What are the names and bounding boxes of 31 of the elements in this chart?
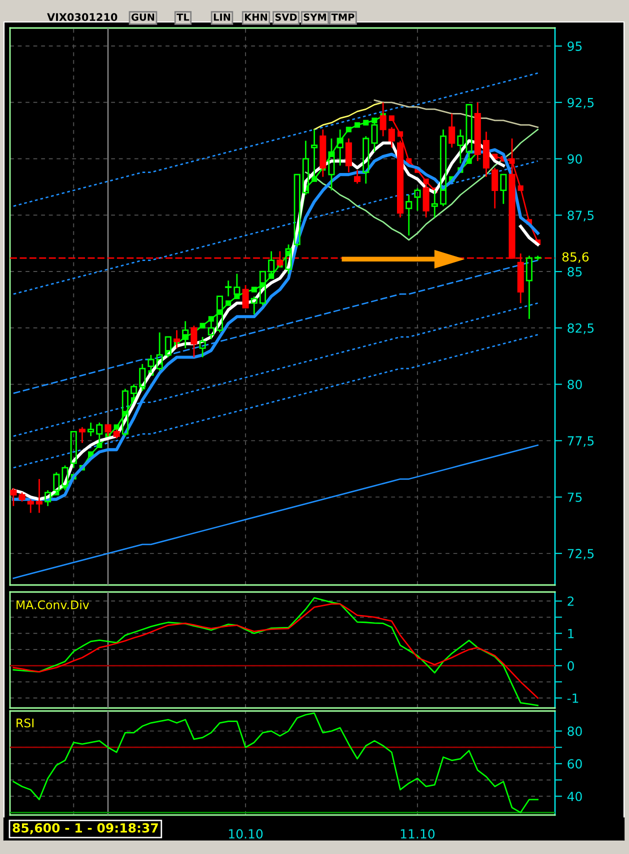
text: TMP [331, 14, 354, 21]
text: KHN [244, 14, 268, 21]
y-tick-label: 72,5 [568, 548, 594, 560]
y-tick-label: 87,5 [568, 210, 594, 222]
text: TL [176, 14, 190, 21]
y-tick-label: 60 [568, 759, 582, 769]
y-tick-label: 85 [568, 267, 582, 276]
text: SYM [304, 13, 326, 21]
text: GUN [131, 13, 154, 21]
y-tick-label: 40 [567, 792, 582, 802]
y-tick-label: 92,5 [568, 98, 594, 109]
y-tick-label: 75 [568, 492, 582, 502]
y-tick-label: 0 [568, 661, 574, 671]
text: RSI [16, 718, 34, 728]
y-tick-label: 2 [568, 596, 574, 606]
y-tick-label: 77,5 [568, 436, 594, 447]
y-tick-label: 90 [568, 154, 582, 164]
x-tick-label: 11.10 [400, 829, 435, 839]
y-tick-label: 80 [568, 380, 582, 390]
y-tick-label: 82,5 [568, 323, 594, 334]
x-tick-label: 10.10 [229, 829, 263, 839]
ref-line-label: 85,6 [562, 252, 589, 263]
y-tick-label: 95 [568, 42, 582, 51]
text: LIN [214, 14, 230, 21]
text: MA.Conv.Div [16, 600, 90, 610]
text: SVD [275, 13, 297, 21]
y-tick-label: 1 [568, 628, 574, 638]
y-tick-label: -1 [567, 694, 578, 703]
text: 85,600 - 1 - 09:18:37 [12, 823, 158, 834]
y-tick-label: 80 [568, 726, 582, 736]
chart-title: VIX0301210 [47, 13, 118, 22]
